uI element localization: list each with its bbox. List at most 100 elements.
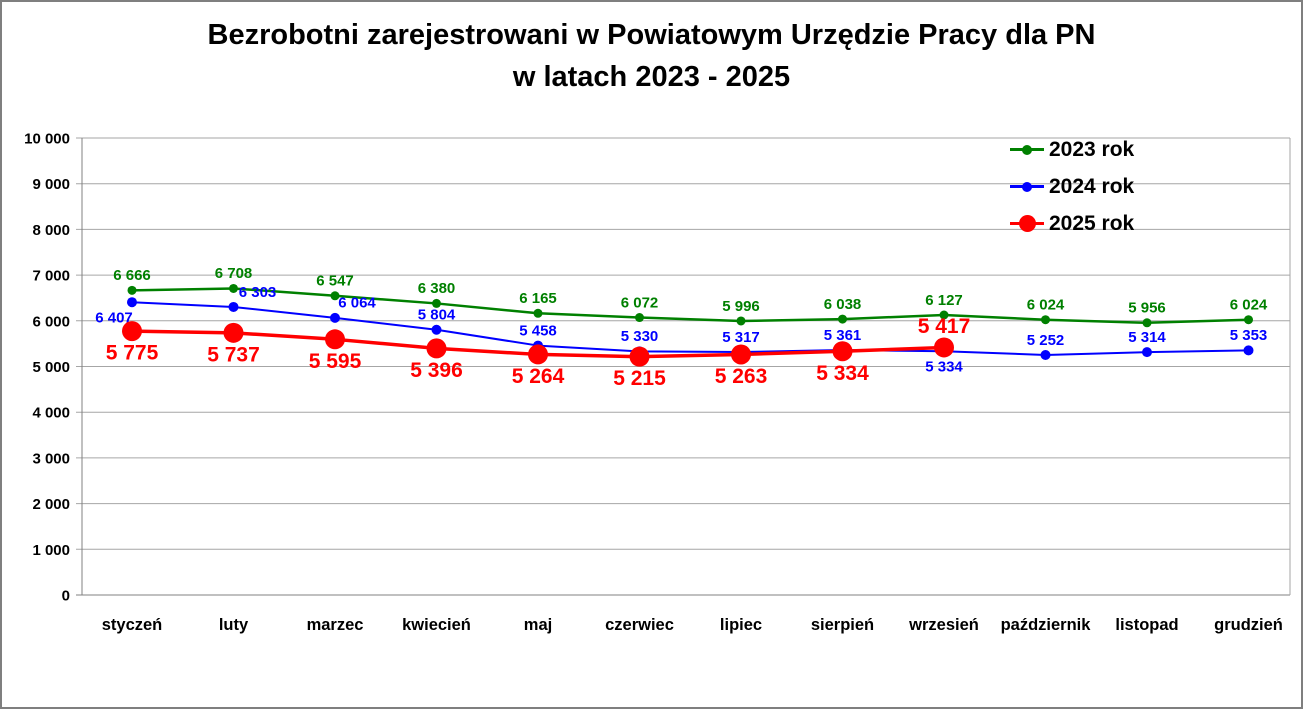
series-marker <box>629 346 650 367</box>
series-marker <box>1243 345 1254 356</box>
series-marker <box>731 344 751 365</box>
series-line <box>131 301 1249 356</box>
y-tick-label: 1 000 <box>32 542 70 559</box>
series-data-label: 6 708 <box>215 265 253 282</box>
series-data-label: 5 595 <box>309 350 362 373</box>
x-tick-label: grudzień <box>1214 616 1283 634</box>
y-tick-label: 6 000 <box>32 313 70 330</box>
x-tick-label: czerwiec <box>605 616 674 634</box>
series-data-label: 6 380 <box>418 280 456 297</box>
y-tick-label: 2 000 <box>32 496 70 513</box>
series-marker <box>431 324 442 335</box>
legend-label-2025: 2025 rok <box>1049 211 1135 235</box>
series-data-label: 5 263 <box>715 365 768 388</box>
series-marker <box>1040 349 1051 360</box>
series-data-label: 6 407 <box>95 310 133 327</box>
x-tick-label: marzec <box>307 616 364 634</box>
series-data-label: 5 252 <box>1027 332 1065 349</box>
series-marker <box>832 341 853 362</box>
series-data-label: 5 804 <box>418 307 456 324</box>
series-marker <box>432 298 441 308</box>
series-data-label: 5 417 <box>918 315 971 338</box>
chart-title-line2: w latach 2023 - 2025 <box>512 61 791 93</box>
series-data-label: 5 317 <box>722 329 760 346</box>
series-data-label: 6 303 <box>239 284 277 301</box>
y-tick-label: 9 000 <box>32 176 70 193</box>
x-tick-label: wrzesień <box>908 616 979 634</box>
series-data-label: 5 956 <box>1128 300 1166 317</box>
legend-label-2023: 2023 rok <box>1049 137 1135 161</box>
series-marker <box>229 283 238 293</box>
series-data-label: 5 334 <box>816 362 869 385</box>
chart-title-line1: Bezrobotni zarejestrowani w Powiatowym U… <box>207 19 1096 51</box>
legend-item-2024: 2024 rok <box>1010 168 1134 205</box>
series-marker <box>330 312 340 323</box>
series-data-label: 5 458 <box>519 322 557 339</box>
series-data-label: 6 547 <box>316 273 354 290</box>
series-marker <box>736 316 746 326</box>
x-tick-label: kwiecień <box>402 616 471 634</box>
series-data-label: 6 666 <box>113 267 151 284</box>
series-data-label: 6 127 <box>925 292 963 309</box>
y-tick-label: 4 000 <box>32 405 70 422</box>
series-data-label: 5 737 <box>207 343 260 366</box>
series-data-label: 6 038 <box>824 296 862 313</box>
series-data-label: 6 024 <box>1027 297 1065 314</box>
series-line <box>131 287 1249 325</box>
series-marker <box>325 329 345 350</box>
series-data-label: 5 996 <box>722 298 760 315</box>
y-tick-label: 8 000 <box>32 222 70 239</box>
series-marker <box>1041 315 1050 325</box>
series-marker <box>122 321 142 342</box>
series-data-label: 6 024 <box>1230 297 1268 314</box>
y-tick-label: 3 000 <box>32 450 70 467</box>
series-marker <box>934 337 954 358</box>
series-marker <box>330 291 340 301</box>
legend-line-dot-icon <box>1010 140 1044 160</box>
x-tick-label: lipiec <box>720 616 762 634</box>
series-data-label: 5 330 <box>621 328 659 345</box>
series-marker <box>127 297 137 308</box>
x-tick-label: styczeń <box>102 616 163 634</box>
series-marker <box>533 308 543 318</box>
series-marker <box>635 313 644 323</box>
series-data-label: 5 314 <box>1128 329 1166 346</box>
series-data-label: 5 353 <box>1230 327 1268 344</box>
series-marker <box>426 338 447 359</box>
series-data-label: 5 215 <box>613 367 666 390</box>
series-marker <box>228 301 239 312</box>
series-marker <box>223 322 244 343</box>
chart-title: Bezrobotni zarejestrowani w Powiatowym U… <box>2 14 1301 98</box>
y-tick-label: 5 000 <box>32 359 70 376</box>
y-tick-label: 0 <box>62 588 70 605</box>
series-marker <box>127 285 137 295</box>
series-marker <box>1142 318 1152 328</box>
x-tick-label: sierpień <box>811 616 874 634</box>
series-marker <box>838 314 847 324</box>
series-data-label: 6 064 <box>338 295 376 312</box>
series-data-label: 6 072 <box>621 294 659 311</box>
y-tick-label: 7 000 <box>32 268 70 285</box>
series-data-label: 5 334 <box>925 359 963 376</box>
series-marker <box>1142 347 1152 358</box>
legend-line-dot-icon <box>1010 177 1044 197</box>
x-tick-label: listopad <box>1115 616 1178 634</box>
series-data-label: 5 361 <box>824 327 862 344</box>
series-data-label: 5 396 <box>410 359 463 382</box>
series-marker <box>528 344 548 365</box>
x-tick-label: maj <box>524 616 552 634</box>
series-data-label: 5 264 <box>512 365 565 388</box>
series-data-label: 6 165 <box>519 290 557 307</box>
legend-line-dot-icon <box>1010 214 1044 234</box>
legend-item-2025: 2025 rok <box>1010 205 1134 242</box>
series-marker <box>1244 315 1253 325</box>
legend-item-2023: 2023 rok <box>1010 131 1134 168</box>
chart-legend: 2023 rok 2024 rok 2025 rok <box>1010 131 1134 242</box>
series-data-label: 5 775 <box>106 342 159 365</box>
x-tick-label: październik <box>1001 616 1092 634</box>
legend-label-2024: 2024 rok <box>1049 174 1135 198</box>
y-tick-label: 10 000 <box>24 131 70 148</box>
x-tick-label: luty <box>219 616 249 634</box>
